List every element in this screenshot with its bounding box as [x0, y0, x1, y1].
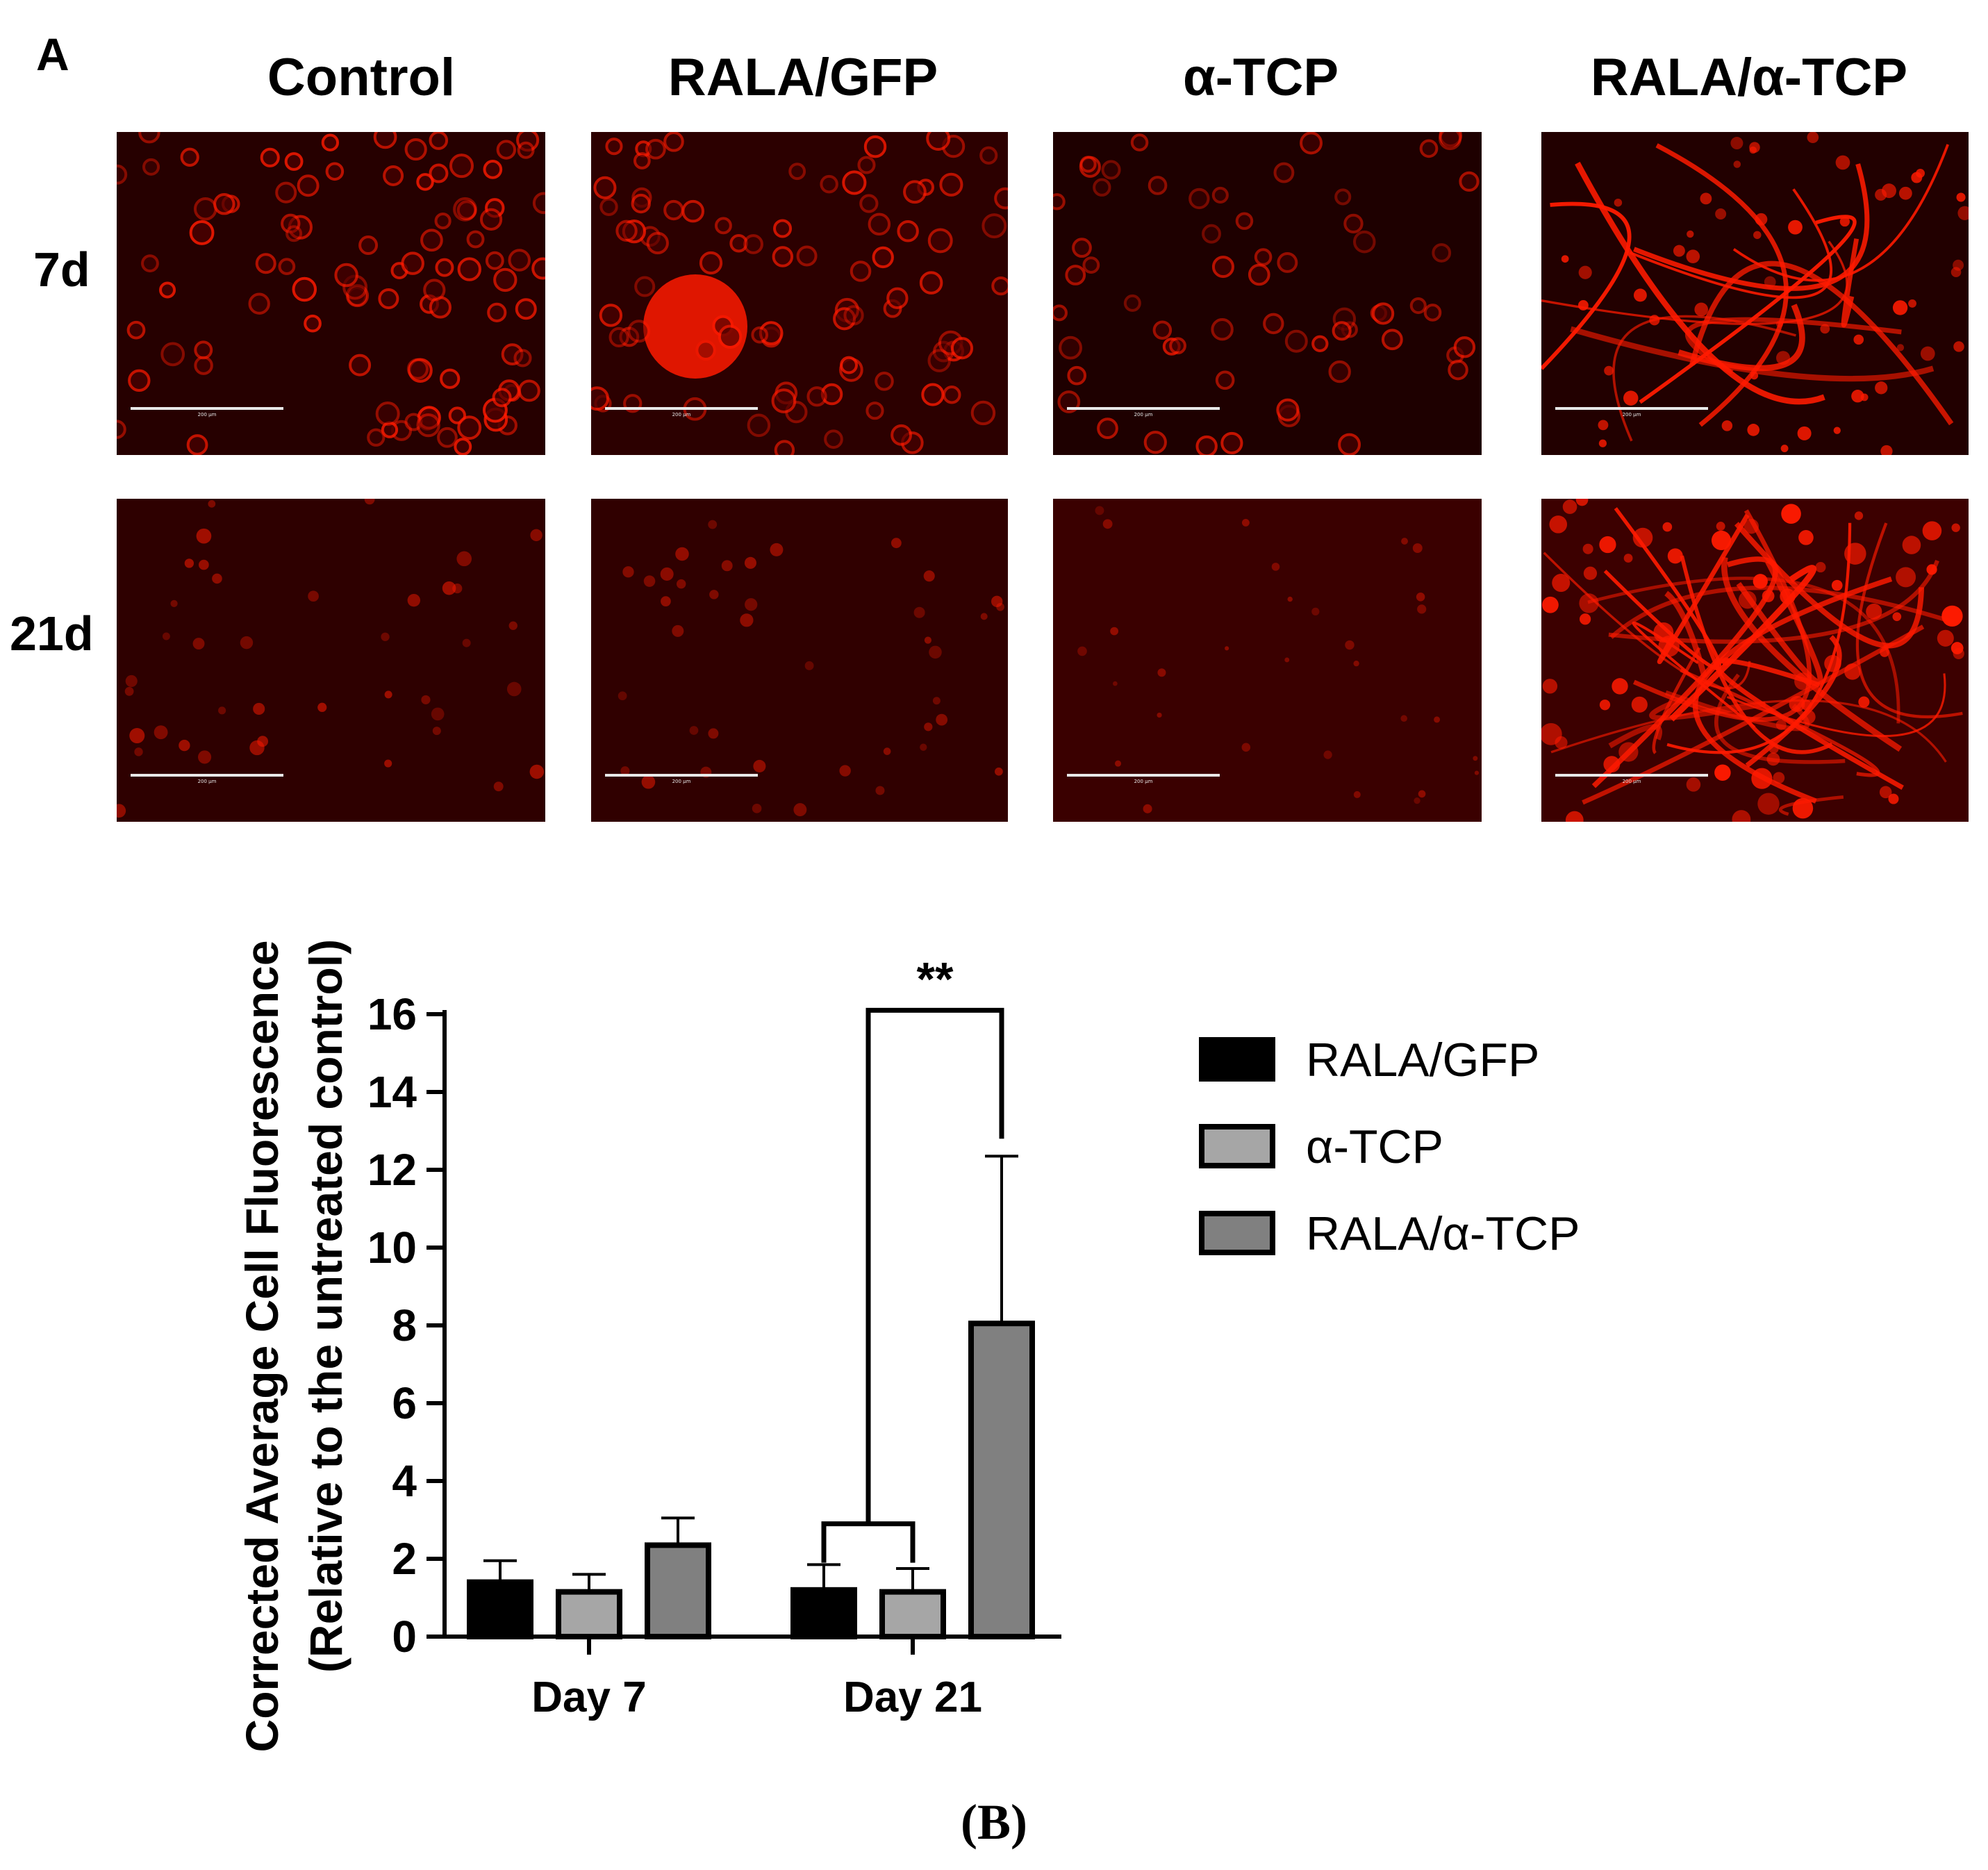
legend-label: α-TCP	[1306, 1120, 1443, 1173]
legend-swatch	[1199, 1124, 1275, 1168]
svg-text:200 µm: 200 µm	[1134, 412, 1153, 417]
micrograph-control-21d: 200 µm	[117, 499, 545, 822]
svg-text:200 µm: 200 µm	[1623, 412, 1641, 417]
y-tick-label: 10	[367, 1223, 417, 1273]
y-tick-label: 2	[392, 1534, 417, 1584]
svg-text:200 µm: 200 µm	[672, 779, 691, 784]
bar	[645, 1542, 711, 1640]
y-tick-label: 0	[392, 1612, 417, 1662]
bar	[556, 1589, 622, 1639]
svg-text:200 µm: 200 µm	[1623, 779, 1641, 784]
svg-text:200 µm: 200 µm	[1134, 779, 1153, 784]
significance-bracket	[821, 1007, 1004, 1563]
column-header-rala-gfp: RALA/GFP	[668, 48, 938, 107]
bar	[790, 1587, 857, 1640]
y-tick-label: 8	[392, 1300, 417, 1350]
y-axis-subtitle: (Relative to the untreated control)	[300, 939, 351, 1673]
micrograph-control-7d: 200 µm	[117, 132, 545, 455]
x-tick-label: Day 21	[843, 1673, 982, 1721]
column-header-a-tcp: α-TCP	[1182, 48, 1339, 107]
bar	[879, 1589, 946, 1639]
column-header-control: Control	[267, 48, 456, 107]
micrograph-rala-gfp-21d: 200 µm	[591, 499, 1008, 822]
svg-text:200 µm: 200 µm	[672, 412, 691, 417]
micrograph-a-tcp-21d: 200 µm	[1053, 499, 1482, 822]
y-axis-title: Corrected Average Cell Fluorescence	[236, 941, 288, 1753]
micrograph-rala-gfp-7d: 200 µm	[591, 132, 1008, 455]
y-tick-label: 4	[392, 1456, 417, 1506]
column-header-rala-a-tcp: RALA/α-TCP	[1590, 48, 1908, 107]
bar-chart: 0 2 4 6 8 10 12 14 16 Day 7 Day 21 ** Corrected Aver…	[236, 939, 1580, 1753]
y-tick-label: 14	[367, 1067, 417, 1117]
x-tick-label: Day 7	[531, 1673, 646, 1721]
row-header-21d: 21d	[10, 606, 94, 661]
legend-label: RALA/GFP	[1306, 1034, 1539, 1086]
bar	[467, 1579, 533, 1639]
svg-text:200 µm: 200 µm	[198, 412, 217, 417]
y-tick-label: 12	[367, 1145, 417, 1195]
y-tick-label: 6	[392, 1378, 417, 1428]
bar	[968, 1321, 1035, 1639]
panel-b-caption: (B)	[961, 1794, 1027, 1850]
row-header-7d: 7d	[33, 242, 90, 297]
svg-text:200 µm: 200 µm	[198, 779, 217, 784]
micrograph-rala-a-tcp-21d: 200 µm	[1541, 499, 1969, 822]
micrograph-rala-a-tcp-7d: 200 µm	[1541, 132, 1969, 455]
legend-label: RALA/α-TCP	[1306, 1207, 1580, 1260]
legend-swatch	[1199, 1037, 1275, 1082]
y-tick-label: 16	[367, 989, 417, 1039]
legend-swatch	[1199, 1211, 1275, 1255]
micrograph-a-tcp-7d: 200 µm	[1053, 132, 1482, 455]
significance-label: **	[917, 952, 954, 1005]
panel-a-letter: A	[36, 28, 69, 80]
